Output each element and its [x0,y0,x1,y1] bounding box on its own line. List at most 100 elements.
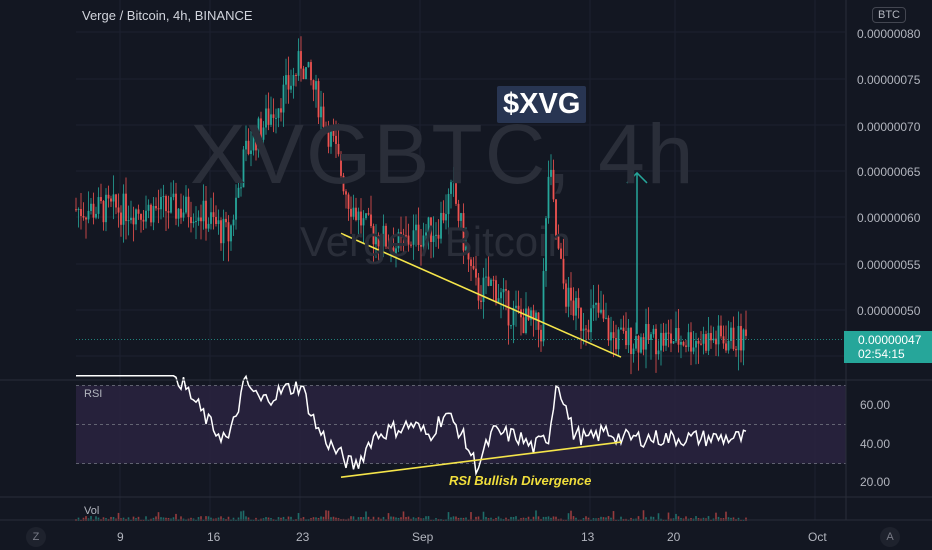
volume-bar [237,517,240,521]
candle-body [162,196,165,198]
candle-body [400,232,402,235]
candle-body [652,328,655,335]
volume-bar [197,517,200,521]
candle-body [210,212,212,224]
candle-body [282,84,285,113]
trendlines[interactable] [340,171,648,478]
candle-body [140,213,142,220]
candle-body [545,218,547,272]
volume-bar [290,516,292,521]
candle-body [477,277,480,301]
volume-bar [407,516,410,521]
candle-body [465,246,467,251]
candle-body [427,217,430,233]
volume-bar [350,516,352,521]
candle-body [720,325,722,337]
volume-bar [657,513,660,521]
volume-bar [90,516,92,521]
volume-bar [545,516,547,521]
candle-body [127,220,130,222]
candle-body [120,212,122,225]
volume-bar [327,510,330,521]
volume-bar [522,517,525,521]
volume-bar [450,517,452,521]
candle-body [342,175,345,192]
candle-body [300,51,302,69]
candle-body [610,332,612,341]
candle-body [442,212,445,221]
candle-body [132,217,135,225]
volume-bar [207,516,210,521]
volume-label[interactable]: Vol [84,505,100,517]
volume-bar [365,511,367,521]
auto-scale-icon[interactable]: A [880,527,900,547]
candle-body [472,265,475,269]
candle-body [82,216,85,218]
candle-body [417,224,420,245]
candle-body [665,332,667,346]
volume-bar [542,516,545,521]
candle-body [457,203,460,221]
candle-body [455,180,457,204]
volume-bar [730,517,732,521]
candle-body [425,232,427,236]
candle-body [742,329,745,351]
candle-body [130,217,132,221]
volume-bar [205,516,207,521]
volume-bar [395,517,397,521]
candle-body [95,213,97,218]
candle-body [275,117,277,119]
name-watermark: Verge / Bitcoin [300,218,571,265]
time-tick: Sep [412,530,434,544]
rsi-label[interactable]: RSI [84,388,103,400]
time-tick: 9 [117,530,124,544]
candle-body [335,135,337,144]
candle-body [205,200,207,229]
candle-body [242,149,245,188]
currency-badge[interactable]: BTC [872,7,906,23]
candle-body [325,126,327,128]
candle-body [715,338,717,345]
volume-bar [82,517,85,521]
volume-bar [175,513,177,521]
volume-bar [372,516,375,521]
volume-bar [397,517,400,521]
candle-body [167,211,170,213]
price-tick: 0.00000070 [857,120,921,134]
candle-body [105,194,107,223]
candle-body [310,62,312,81]
candle-body [220,220,222,244]
candle-body [732,327,735,350]
candle-body [157,208,160,210]
volume-bar [455,516,457,521]
volume-bar [267,517,270,521]
chart-legend-title[interactable]: Verge / Bitcoin, 4h, BINANCE [82,8,253,23]
rsi-divergence-annotation[interactable]: RSI Bullish Divergence [449,473,592,488]
candle-body [527,308,530,320]
zoom-icon[interactable]: Z [26,527,46,547]
volume-bar [110,516,112,521]
candle-body [627,327,630,346]
candle-body [452,180,455,183]
volume-bar [387,513,390,521]
ticker-annotation[interactable]: $XVG [497,86,587,123]
volume-bar [447,512,450,521]
candle-body [460,213,462,221]
candle-body [705,334,707,351]
candle-body [135,209,137,225]
volume-bar [477,516,480,521]
volume-bar [112,517,115,521]
candle-body [730,327,732,341]
candle-body [257,118,260,151]
rsi-trendline [340,441,622,478]
candle-body [680,341,682,345]
candle-body [692,347,695,352]
candle-body [625,330,627,346]
volume-bar [325,510,327,521]
candle-body [547,176,550,219]
candle-body [337,143,340,155]
volume-bar [400,517,402,521]
candle-body [222,218,225,244]
candle-body [642,337,645,350]
